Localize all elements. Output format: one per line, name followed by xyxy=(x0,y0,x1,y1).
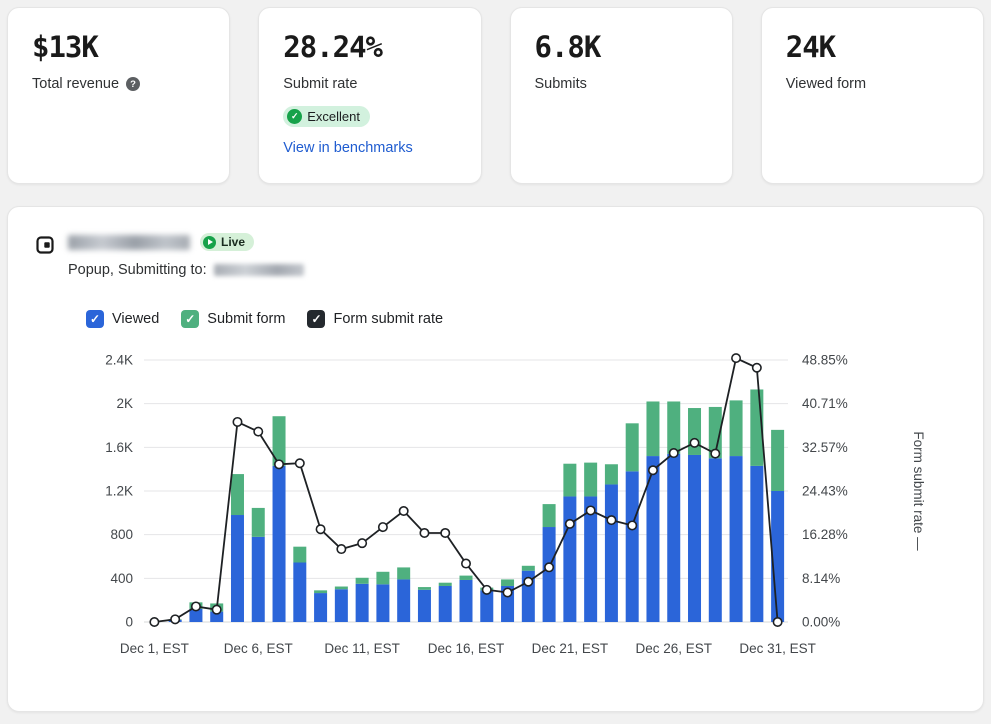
view-benchmarks-link[interactable]: View in benchmarks xyxy=(283,140,413,156)
svg-text:0.00%: 0.00% xyxy=(802,615,840,630)
submits-value: 6.8K xyxy=(534,30,602,64)
viewed-form-value: 24K xyxy=(785,30,836,64)
svg-text:Dec 21, EST: Dec 21, EST xyxy=(532,641,609,656)
live-badge-label: Live xyxy=(221,235,246,249)
submit-rate-value: 28.24% xyxy=(283,30,383,64)
excellent-badge-label: Excellent xyxy=(307,109,360,124)
svg-text:Dec 6, EST: Dec 6, EST xyxy=(224,641,293,656)
svg-text:1.6K: 1.6K xyxy=(105,440,133,455)
live-status-badge: Live xyxy=(200,233,255,251)
svg-text:Dec 11, EST: Dec 11, EST xyxy=(324,641,400,656)
redacted-form-title xyxy=(68,234,190,250)
excellent-status-badge: ✓ Excellent xyxy=(283,106,370,127)
svg-text:32.57%: 32.57% xyxy=(802,440,848,455)
svg-text:16.28%: 16.28% xyxy=(802,527,848,542)
stat-card-submits: 6.8K Submits xyxy=(509,7,733,184)
svg-text:Form submit rate —: Form submit rate — xyxy=(911,431,926,551)
viewed-form-label: Viewed form xyxy=(785,76,867,92)
stat-card-viewed-form: 24K Viewed form xyxy=(760,7,984,184)
svg-text:Dec 1, EST: Dec 1, EST xyxy=(120,641,189,656)
form-report-card: Live Popup, Submitting to: ✓ Viewed ✓ Su… xyxy=(7,206,984,712)
total-revenue-label: Total revenue xyxy=(32,76,120,92)
svg-text:Dec 31, EST: Dec 31, EST xyxy=(739,641,816,656)
submit-form-legend-label: Submit form xyxy=(207,311,286,327)
redacted-destination xyxy=(213,264,304,276)
chart-legend: ✓ Viewed ✓ Submit form ✓ Form submit rat… xyxy=(86,310,955,328)
viewed-legend-label: Viewed xyxy=(112,311,160,327)
svg-text:1.2K: 1.2K xyxy=(105,484,133,499)
svg-text:8.14%: 8.14% xyxy=(802,571,840,586)
legend-item-viewed[interactable]: ✓ Viewed xyxy=(86,310,159,328)
form-header: Live Popup, Submitting to: xyxy=(36,233,955,278)
total-revenue-value: $13K xyxy=(32,30,99,64)
svg-text:2.4K: 2.4K xyxy=(105,353,133,368)
check-circle-icon: ✓ xyxy=(287,109,303,124)
stat-card-total-revenue: $13K Total revenue ? xyxy=(7,7,231,184)
svg-text:Dec 16, EST: Dec 16, EST xyxy=(428,641,505,656)
svg-text:Dec 26, EST: Dec 26, EST xyxy=(635,641,712,656)
svg-text:48.85%: 48.85% xyxy=(802,353,848,368)
legend-item-submit-form[interactable]: ✓ Submit form xyxy=(181,310,285,328)
form-submit-rate-checkbox[interactable]: ✓ xyxy=(307,310,326,328)
svg-text:24.43%: 24.43% xyxy=(802,484,848,499)
svg-text:0: 0 xyxy=(125,615,133,630)
svg-text:40.71%: 40.71% xyxy=(802,396,848,411)
svg-text:400: 400 xyxy=(110,571,133,586)
play-icon xyxy=(203,235,216,249)
svg-text:2K: 2K xyxy=(116,396,133,411)
form-subtitle-text: Popup, Submitting to: xyxy=(68,262,207,278)
submit-rate-label: Submit rate xyxy=(283,76,358,92)
submit-form-checkbox[interactable]: ✓ xyxy=(181,310,200,328)
popup-form-icon xyxy=(36,236,54,278)
stat-card-submit-rate: 28.24% Submit rate ✓ Excellent View in b… xyxy=(258,7,482,184)
stats-row: $13K Total revenue ? 28.24% Submit rate … xyxy=(7,7,984,184)
submits-label: Submits xyxy=(534,76,587,92)
help-icon[interactable]: ? xyxy=(126,77,141,91)
viewed-checkbox[interactable]: ✓ xyxy=(86,310,104,328)
legend-item-form-submit-rate[interactable]: ✓ Form submit rate xyxy=(307,310,443,328)
svg-text:800: 800 xyxy=(110,527,133,542)
form-submit-rate-legend-label: Form submit rate xyxy=(333,311,444,327)
form-analytics-chart: 0 0.00% 400 8.14% 800 16.28% 1.2K 24.43% 1.6K 32.… xyxy=(105,353,926,657)
